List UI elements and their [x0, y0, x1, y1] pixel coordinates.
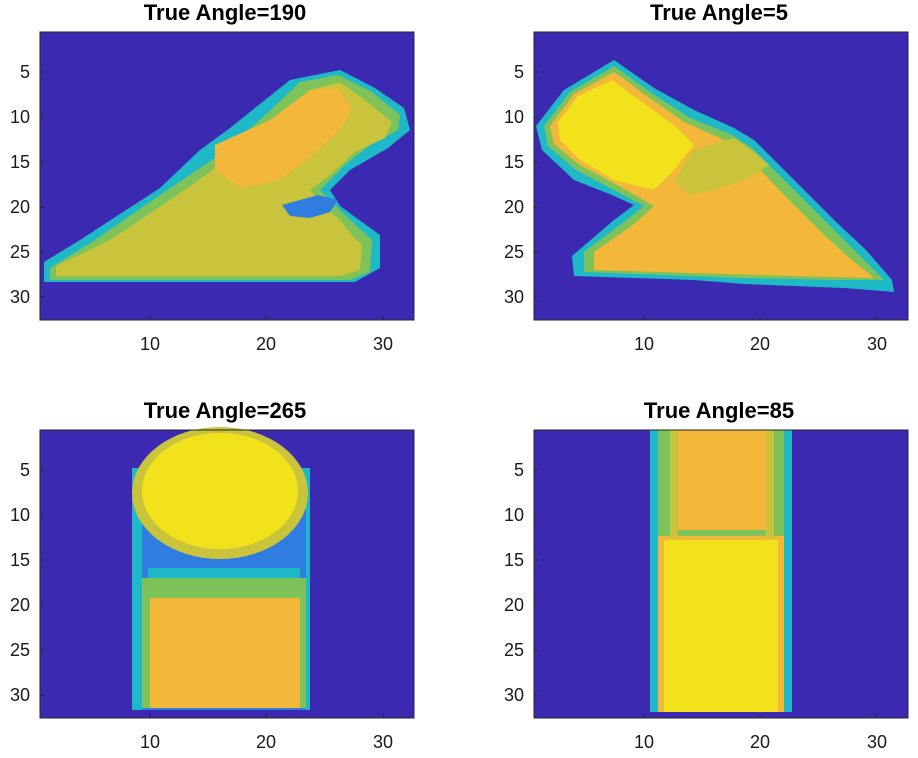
subplot-title: True Angle=85	[643, 398, 795, 423]
heatmap-image	[132, 427, 310, 710]
y-tick-label: 25	[504, 640, 524, 660]
subplot-true-angle-5: True Angle=5 5 10 15 20 25 30	[494, 0, 909, 354]
axes-frame	[39, 429, 415, 719]
x-ticks: 10 20 30	[634, 316, 887, 354]
subplot-true-angle-190: True Angle=190 5 10 15 20 25 30	[0, 0, 415, 354]
axes-frame	[533, 31, 909, 321]
y-tick-label: 10	[10, 505, 30, 525]
image-axes: 5 10 15 20 25 30 10 20 30	[504, 31, 909, 354]
subplot-true-angle-85: True Angle=85 5 10 15 20 25 30	[494, 398, 909, 752]
x-tick-label: 20	[256, 334, 276, 354]
x-tick-label: 10	[140, 334, 160, 354]
y-tick-label: 30	[504, 685, 524, 705]
image-axes: 5 10 15 20 25 30 10 20 30	[10, 31, 415, 354]
x-tick-label: 30	[867, 334, 887, 354]
subplot-title: True Angle=265	[143, 398, 307, 423]
x-tick-label: 10	[634, 732, 654, 752]
y-tick-label: 20	[10, 197, 30, 217]
y-tick-label: 15	[504, 152, 524, 172]
y-tick-label: 30	[10, 685, 30, 705]
y-tick-label: 10	[504, 107, 524, 127]
y-ticks: 5 10 15 20 25 30	[504, 460, 538, 705]
image-axes: 5 10 15 20 25 30 10 20 30	[504, 429, 909, 752]
y-tick-label: 25	[10, 640, 30, 660]
x-tick-label: 30	[373, 334, 393, 354]
y-tick-label: 20	[10, 595, 30, 615]
y-tick-label: 15	[10, 550, 30, 570]
subplot-title: True Angle=190	[143, 0, 307, 25]
y-tick-label: 30	[504, 287, 524, 307]
axes-frame	[533, 429, 909, 719]
y-tick-label: 15	[10, 152, 30, 172]
y-tick-label: 10	[10, 107, 30, 127]
image-axes: 5 10 15 20 25 30 10 20 30	[10, 427, 415, 752]
heatmap-image	[650, 430, 792, 712]
x-tick-label: 20	[750, 732, 770, 752]
y-ticks: 5 10 15 20 25 30	[10, 62, 44, 307]
x-tick-label: 10	[140, 732, 160, 752]
y-tick-label: 20	[504, 595, 524, 615]
x-tick-label: 30	[373, 732, 393, 752]
subplot-title: True Angle=5	[650, 0, 788, 25]
x-ticks: 10 20 30	[634, 714, 887, 752]
x-ticks: 10 20 30	[140, 714, 393, 752]
y-ticks: 5 10 15 20 25 30	[504, 62, 538, 307]
y-tick-label: 10	[504, 505, 524, 525]
x-tick-label: 30	[867, 732, 887, 752]
y-ticks: 5 10 15 20 25 30	[10, 460, 44, 705]
y-tick-label: 15	[504, 550, 524, 570]
axes-frame	[39, 31, 415, 321]
y-tick-label: 25	[504, 242, 524, 262]
heatmap-image	[44, 70, 410, 282]
x-tick-label: 20	[750, 334, 770, 354]
y-tick-label: 25	[10, 242, 30, 262]
y-tick-label: 5	[20, 62, 30, 82]
y-tick-label: 5	[514, 460, 524, 480]
heatmap-image	[536, 60, 894, 292]
y-tick-label: 5	[20, 460, 30, 480]
subplot-true-angle-265: True Angle=265 5 10 15 20 25 30	[0, 398, 415, 752]
y-tick-label: 30	[10, 287, 30, 307]
y-tick-label: 5	[514, 62, 524, 82]
x-tick-label: 20	[256, 732, 276, 752]
x-ticks: 10 20 30	[140, 316, 393, 354]
y-tick-label: 20	[504, 197, 524, 217]
x-tick-label: 10	[634, 334, 654, 354]
